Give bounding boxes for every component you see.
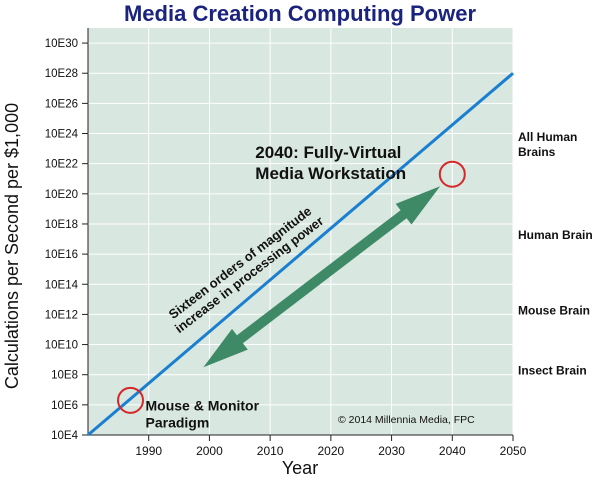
y-tick-label: 10E12 [45, 309, 78, 321]
x-tick-label: 2040 [439, 444, 466, 458]
chart-title: Media Creation Computing Power [124, 1, 476, 26]
trend-line [87, 72, 514, 437]
x-tick-label: 2050 [500, 444, 527, 458]
highlight-circle [438, 160, 466, 188]
y-tick-label: 10E30 [45, 38, 78, 50]
highlight-label: Media Workstation [255, 164, 406, 183]
x-tick-label: 2000 [196, 444, 223, 458]
y-tick-label: 10E20 [45, 189, 78, 201]
x-tick-label: 2020 [318, 444, 345, 458]
highlight-label: 2040: Fully-Virtual [255, 143, 401, 162]
plot-background [88, 28, 513, 435]
y-tick-label: 10E22 [45, 159, 78, 171]
copyright-text: © 2014 Millennia Media, FPC [338, 414, 475, 426]
double-arrow [203, 186, 441, 368]
y-tick-label: 10E18 [45, 219, 78, 231]
reference-label: All Human [518, 130, 577, 144]
reference-label: Mouse Brain [518, 303, 590, 317]
highlight-circle [117, 386, 144, 414]
y-tick-label: 10E24 [45, 129, 79, 141]
y-tick-label: 10E4 [51, 430, 78, 442]
y-tick-label: 10E8 [51, 370, 78, 382]
x-axis-label: Year [282, 458, 318, 478]
x-tick-label: 2030 [378, 444, 405, 458]
highlight-label: Paradigm [146, 414, 210, 430]
y-tick-label: 10E16 [45, 249, 78, 261]
highlight-label: Mouse & Monitor [146, 397, 260, 413]
y-tick-label: 10E6 [51, 400, 78, 412]
x-tick-label: 1990 [135, 444, 162, 458]
reference-label: Human Brain [518, 228, 593, 242]
y-tick-label: 10E14 [45, 279, 79, 291]
reference-label: Brains [518, 145, 556, 159]
reference-label: Insect Brain [518, 364, 587, 378]
y-axis-label: Calculations per Second per $1,000 [2, 103, 22, 389]
y-tick-label: 10E26 [45, 98, 78, 110]
y-tick-label: 10E28 [45, 68, 78, 80]
x-tick-label: 2010 [257, 444, 284, 458]
y-tick-label: 10E10 [45, 340, 78, 352]
